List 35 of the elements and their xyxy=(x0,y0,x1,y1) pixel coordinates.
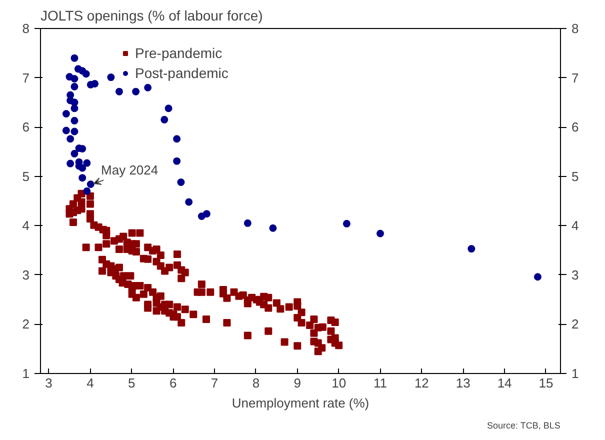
x-tick-label: 4 xyxy=(86,376,94,390)
x-tick-label: 15 xyxy=(538,376,554,390)
y-tick-label: 1 xyxy=(22,366,30,381)
legend-label: Pre-pandemic xyxy=(135,45,222,61)
x-tick-label: 14 xyxy=(497,376,512,390)
x-tick-label: 5 xyxy=(128,376,136,390)
y-tick-label: 5 xyxy=(22,168,30,184)
x-tick-label: 7 xyxy=(210,376,218,390)
y2-tick-label: 7 xyxy=(572,70,579,86)
y-tick-label: 6 xyxy=(22,120,30,135)
y2-tick-label: 2 xyxy=(572,316,579,332)
source-note: Source: TCB, BLS xyxy=(486,420,560,430)
x-tick-label: 6 xyxy=(169,376,177,390)
legend-label: Post-pandemic xyxy=(135,65,228,81)
y-tick-label: 3 xyxy=(22,267,30,282)
y2-tick-label: 8 xyxy=(572,21,579,36)
x-axis-title: Unemployment rate (%) xyxy=(232,396,370,410)
y2-tick-label: 1 xyxy=(572,366,579,381)
y2-tick-label: 4 xyxy=(572,218,579,234)
x-tick-label: 8 xyxy=(252,376,260,390)
y2-tick-label: 5 xyxy=(572,168,579,184)
x-tick-label: 11 xyxy=(374,376,388,390)
x-tick-label: 12 xyxy=(414,376,429,390)
x-tick-label: 3 xyxy=(45,376,52,390)
y2-tick-label: 3 xyxy=(572,267,579,282)
x-tick-label: 13 xyxy=(456,376,470,390)
y-tick-label: 4 xyxy=(22,218,30,234)
y2-tick-label: 6 xyxy=(572,120,579,135)
annotation: May 2024 xyxy=(101,162,158,178)
y-tick-label: 7 xyxy=(22,70,30,86)
x-tick-label: 10 xyxy=(332,376,346,390)
x-tick-label: 9 xyxy=(294,376,302,390)
y-tick-label: 2 xyxy=(22,316,30,332)
chart-title: JOLTS openings (% of labour force) xyxy=(40,8,263,24)
y-tick-label: 8 xyxy=(22,21,30,36)
